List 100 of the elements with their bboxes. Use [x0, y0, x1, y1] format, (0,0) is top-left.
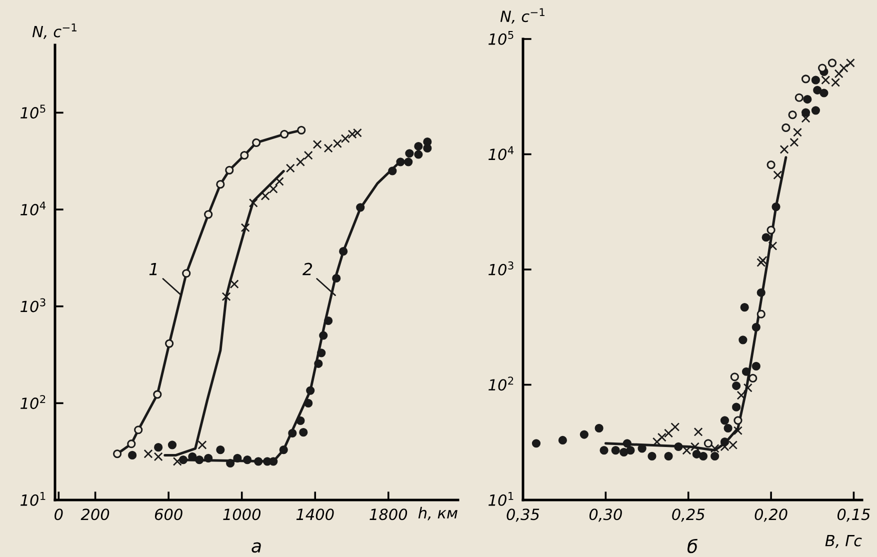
- point: [356, 203, 365, 212]
- point: [134, 426, 143, 434]
- y-tick-label: 10$^{1}$: [20, 492, 46, 506]
- point: [828, 58, 837, 68]
- point: [793, 128, 802, 137]
- text: а: [252, 542, 261, 553]
- point: [773, 170, 782, 180]
- point: [260, 191, 270, 200]
- y-tick-label: 10$^{3}$: [488, 261, 514, 276]
- x-tick-label: 1400: [296, 508, 334, 520]
- point: [127, 440, 136, 448]
- point: [674, 442, 683, 452]
- point: [198, 440, 207, 450]
- x-tick-label: 0,30: [589, 508, 622, 522]
- point: [204, 454, 213, 463]
- point: [312, 140, 322, 149]
- y-tick-label: 10$^{2}$: [488, 376, 514, 391]
- point: [153, 390, 162, 399]
- point: [216, 180, 225, 189]
- point: [772, 202, 780, 212]
- point: [657, 432, 666, 442]
- point: [813, 86, 822, 94]
- x-tick-label: 0,35: [506, 508, 540, 522]
- point: [752, 322, 760, 332]
- point: [178, 456, 188, 464]
- point: [622, 439, 632, 448]
- point: [286, 164, 295, 173]
- point: [698, 452, 708, 460]
- point: [738, 336, 748, 344]
- point: [790, 138, 799, 147]
- x-axis-title: B, Гс: [825, 535, 862, 548]
- y-tick-label: 10$^{4}$: [20, 202, 46, 216]
- annotation: 1: [149, 263, 157, 276]
- point: [296, 416, 305, 425]
- point: [226, 458, 235, 468]
- x-tick-label: 1800: [370, 508, 408, 520]
- point: [762, 233, 770, 242]
- point: [304, 398, 313, 408]
- point: [268, 184, 278, 194]
- point: [182, 269, 191, 278]
- point: [274, 176, 284, 186]
- point: [580, 430, 588, 439]
- point: [339, 247, 348, 256]
- point: [794, 93, 804, 102]
- point: [204, 210, 213, 219]
- y-tick-label: 10$^{4}$: [488, 146, 514, 160]
- point: [252, 138, 261, 147]
- x-axis-title: h, км: [418, 506, 458, 520]
- point: [225, 166, 234, 174]
- point: [690, 442, 700, 452]
- point: [314, 359, 323, 368]
- point: [801, 108, 810, 117]
- text: б: [688, 538, 698, 554]
- point: [748, 374, 758, 382]
- y-tick-label: 10$^{1}$: [488, 492, 514, 506]
- point: [414, 142, 423, 151]
- point: [414, 150, 423, 159]
- point: [704, 439, 713, 448]
- point: [766, 226, 776, 234]
- point: [165, 339, 174, 348]
- point: [834, 69, 844, 78]
- point: [112, 449, 122, 458]
- point: [820, 88, 828, 98]
- x-tick-label: 200: [80, 508, 110, 520]
- point: [732, 402, 741, 412]
- point: [620, 448, 628, 456]
- point: [766, 160, 776, 170]
- point: [664, 428, 674, 438]
- point: [233, 454, 242, 463]
- point: [248, 198, 258, 208]
- point: [756, 288, 766, 297]
- point: [626, 446, 635, 455]
- point: [297, 126, 306, 134]
- y-axis-title: N, с$^{−1}$: [32, 24, 76, 39]
- y-axis-title: N, с$^{−1}$: [500, 8, 544, 24]
- point: [734, 416, 742, 425]
- point: [254, 457, 263, 466]
- point: [324, 144, 333, 153]
- point: [195, 456, 204, 464]
- point: [664, 452, 673, 460]
- point: [780, 144, 789, 154]
- point: [811, 76, 820, 84]
- point: [801, 114, 810, 123]
- point: [332, 139, 342, 148]
- point: [172, 456, 182, 466]
- point: [280, 130, 289, 138]
- point: [758, 256, 768, 265]
- point: [532, 439, 541, 448]
- point: [296, 157, 305, 166]
- point: [128, 450, 137, 460]
- point: [740, 302, 749, 312]
- point: [670, 422, 680, 432]
- point: [600, 446, 608, 455]
- point: [332, 274, 341, 283]
- point: [279, 445, 288, 454]
- y-tick-label: 10$^{2}$: [20, 395, 46, 410]
- point: [269, 457, 278, 466]
- point: [694, 427, 703, 436]
- point: [144, 449, 153, 458]
- annotation: 2: [302, 262, 312, 276]
